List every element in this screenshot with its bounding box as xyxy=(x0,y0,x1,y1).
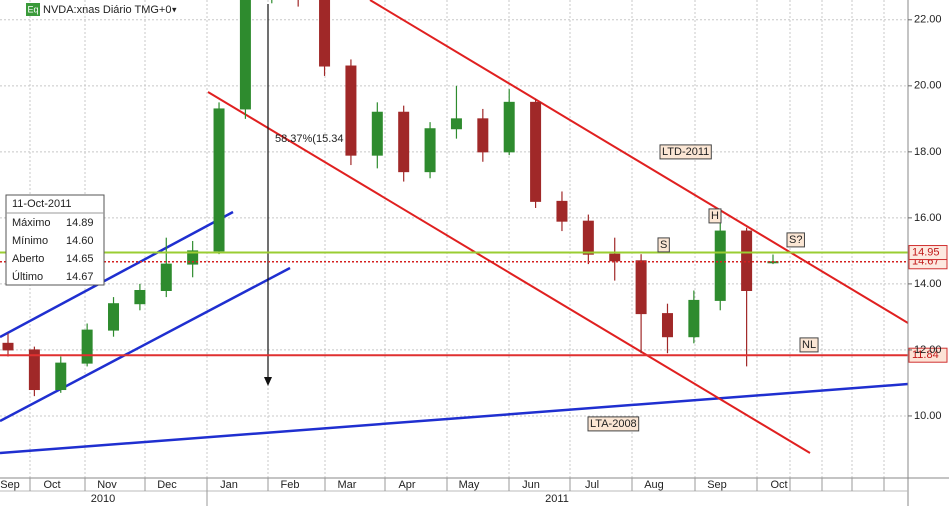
info-label: Último xyxy=(12,270,43,283)
candle-body xyxy=(319,0,331,67)
y-tick-label: 14.00 xyxy=(914,278,942,290)
candle-body xyxy=(450,118,462,130)
info-value: 14.60 xyxy=(66,235,94,247)
candle-body xyxy=(55,362,67,391)
candle-body xyxy=(28,349,40,391)
header: Eq NVDA:xnas Diário TMG+0 ▾ xyxy=(26,3,177,16)
title: NVDA:xnas Diário TMG+0 xyxy=(43,4,171,16)
candle-body xyxy=(239,0,251,110)
candle-body xyxy=(108,303,120,331)
x-tick-label: Oct xyxy=(770,479,787,491)
candle-body xyxy=(582,220,594,255)
info-value: 14.67 xyxy=(66,271,94,283)
x-tick-label: Nov xyxy=(97,479,117,491)
candle-body xyxy=(556,200,568,222)
y-tick-label: 18.00 xyxy=(914,146,942,158)
x-tick-label: Oct xyxy=(43,479,60,491)
annotation: LTD-2011 xyxy=(662,146,709,158)
candle-body xyxy=(530,101,542,202)
annotation-box xyxy=(659,144,712,160)
y-tick-label: 20.00 xyxy=(914,80,942,92)
y-tick-label: 12.00 xyxy=(914,344,942,356)
info-label: Aberto xyxy=(12,253,44,265)
x-tick-label: Apr xyxy=(398,479,415,491)
candle-body xyxy=(345,65,357,156)
arrow-head xyxy=(264,377,272,386)
candle-body xyxy=(81,329,93,364)
annotation: NL xyxy=(802,339,816,351)
candle-body xyxy=(477,118,489,153)
candle-body xyxy=(213,108,225,252)
annotation-box xyxy=(587,416,640,432)
candle-body xyxy=(503,101,515,153)
candle-body xyxy=(609,253,621,262)
info-label: Máximo xyxy=(12,217,51,229)
trend-line xyxy=(0,266,291,423)
x-tick-label: Aug xyxy=(644,479,664,491)
level-box xyxy=(908,347,948,363)
candle-body xyxy=(714,230,726,301)
icon-box xyxy=(26,3,40,16)
annotation-box xyxy=(799,337,819,353)
x-tick-label: May xyxy=(459,479,480,491)
candle-body xyxy=(371,111,383,156)
candle-body xyxy=(424,128,436,173)
trend-line xyxy=(0,210,234,339)
trend-line xyxy=(0,382,908,455)
info-box: 11-Oct-2011 Máximo 14.89 Mínimo 14.60 Aberto… xyxy=(5,194,105,286)
y-tick-label: 22.00 xyxy=(914,14,942,26)
annotation-box xyxy=(708,208,722,224)
icon: Eq xyxy=(27,4,38,14)
info-value: 14.89 xyxy=(66,217,94,229)
info-label: Mínimo xyxy=(12,235,48,247)
trend-line xyxy=(369,0,908,324)
x-tick-label: Sep xyxy=(707,479,727,491)
x-tick-label: Sep xyxy=(0,479,20,491)
annotation-box xyxy=(786,232,805,248)
annotation: 58.37%(15.34 xyxy=(275,133,344,145)
candle-body xyxy=(688,299,700,338)
info-date: 11-Oct-2011 xyxy=(12,198,72,210)
menu-arrow[interactable]: ▾ xyxy=(172,4,177,14)
y-tick-label: 10.00 xyxy=(914,410,942,422)
annotation: LTA-2008 xyxy=(590,418,637,430)
info-value: 14.65 xyxy=(66,253,94,265)
level-label: 14.95 xyxy=(912,246,940,258)
x-tick-label: Jun xyxy=(522,479,540,491)
candle-body xyxy=(398,111,410,173)
candle-body xyxy=(187,250,199,265)
annotation: H xyxy=(711,210,719,222)
level-label: 11.84 xyxy=(912,349,939,361)
trend-line xyxy=(207,91,811,454)
x-tick-label: Jan xyxy=(220,479,238,491)
x-tick-label: Jul xyxy=(585,479,599,491)
annotation-box xyxy=(657,237,670,253)
x-tick-label: Feb xyxy=(281,479,300,491)
candle-body xyxy=(741,230,753,291)
level-box xyxy=(908,245,948,261)
annotation: S xyxy=(660,239,667,251)
candle-body xyxy=(134,289,146,305)
year-label: 2011 xyxy=(545,493,569,505)
candle-body xyxy=(160,263,172,291)
candle-body xyxy=(2,342,14,351)
info-panel xyxy=(5,194,105,286)
annotation: S? xyxy=(789,234,802,246)
x-tick-label: Dec xyxy=(157,479,177,491)
candle-body xyxy=(661,313,673,338)
candle-body xyxy=(635,260,647,315)
year-label: 2010 xyxy=(91,493,115,505)
x-tick-label: Mar xyxy=(338,479,357,491)
y-tick-label: 16.00 xyxy=(914,212,942,224)
